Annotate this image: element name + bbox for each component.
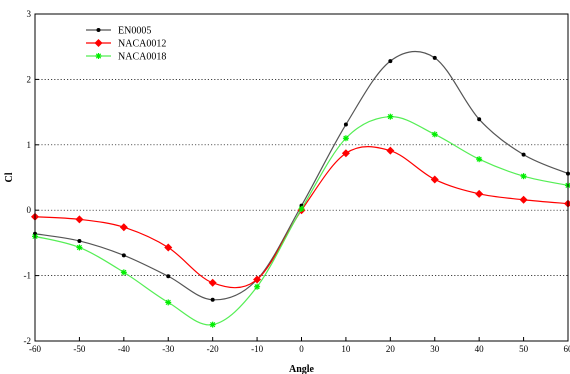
legend: EN0005 NACA0012 NACA0018 xyxy=(86,26,166,63)
legend-entry: NACA0018 xyxy=(86,52,166,63)
series-line xyxy=(34,51,569,301)
data-point xyxy=(387,113,394,120)
data-point xyxy=(254,283,261,290)
data-point xyxy=(432,55,437,60)
x-axis-title: Angle xyxy=(289,364,315,374)
legend-label: NACA0012 xyxy=(118,39,166,50)
data-point xyxy=(388,59,393,64)
x-tick-label: 20 xyxy=(386,344,396,354)
data-point xyxy=(119,223,128,232)
x-tick-label: -50 xyxy=(73,344,85,354)
legend-entry: EN0005 xyxy=(86,26,151,37)
data-point xyxy=(519,195,528,204)
data-point xyxy=(164,243,173,252)
data-point xyxy=(298,205,305,212)
data-point xyxy=(477,117,482,122)
data-point xyxy=(475,189,484,198)
x-tick-label: -10 xyxy=(251,344,263,354)
data-point xyxy=(386,146,395,155)
y-tick-label: 3 xyxy=(27,9,32,19)
y-tick-label: 2 xyxy=(27,74,32,84)
x-tick-label: -20 xyxy=(207,344,219,354)
data-point xyxy=(520,173,527,180)
x-tick-label: 40 xyxy=(475,344,485,354)
x-tick-label: 50 xyxy=(519,344,529,354)
legend-label: EN0005 xyxy=(118,26,151,37)
grid xyxy=(35,79,568,276)
data-point xyxy=(343,122,348,127)
series-naca0018 xyxy=(32,113,570,328)
y-tick-label: -1 xyxy=(24,271,32,281)
data-point xyxy=(430,175,439,184)
data-point xyxy=(94,39,103,47)
data-point xyxy=(253,275,262,284)
y-tick-label: 0 xyxy=(27,205,32,215)
x-tick-label: 30 xyxy=(430,344,440,354)
y-tick-label: -2 xyxy=(24,336,32,346)
data-point xyxy=(75,215,84,224)
legend-entry: NACA0012 xyxy=(86,39,166,50)
x-tick-label: -60 xyxy=(29,344,41,354)
series-naca0012 xyxy=(31,146,570,289)
y-axis-title: Cl xyxy=(4,172,15,182)
axes xyxy=(34,13,569,342)
x-tick-label: 10 xyxy=(341,344,351,354)
x-tick-label: 60 xyxy=(564,344,570,354)
data-point xyxy=(166,274,171,279)
data-point xyxy=(208,278,217,287)
data-point xyxy=(120,269,127,276)
data-point xyxy=(165,299,172,306)
x-tick-label: -40 xyxy=(118,344,130,354)
data-point xyxy=(342,135,349,142)
data-point xyxy=(95,53,102,59)
data-point xyxy=(96,28,101,32)
data-point xyxy=(431,131,438,138)
data-point xyxy=(476,156,483,163)
data-point xyxy=(77,238,82,243)
data-point xyxy=(521,152,526,157)
data-point xyxy=(209,321,216,328)
data-point xyxy=(341,149,350,158)
data-point xyxy=(76,244,83,251)
legend-label: NACA0018 xyxy=(118,52,166,63)
data-point xyxy=(210,297,215,302)
plot-frame xyxy=(34,13,569,342)
series-en0005 xyxy=(33,51,570,302)
series-layer xyxy=(31,51,570,328)
data-point xyxy=(564,199,570,208)
data-point xyxy=(121,253,126,258)
x-tick-label: -30 xyxy=(162,344,174,354)
series-line xyxy=(34,116,569,326)
y-tick-label: 1 xyxy=(27,140,32,150)
x-tick-label: 0 xyxy=(299,344,304,354)
